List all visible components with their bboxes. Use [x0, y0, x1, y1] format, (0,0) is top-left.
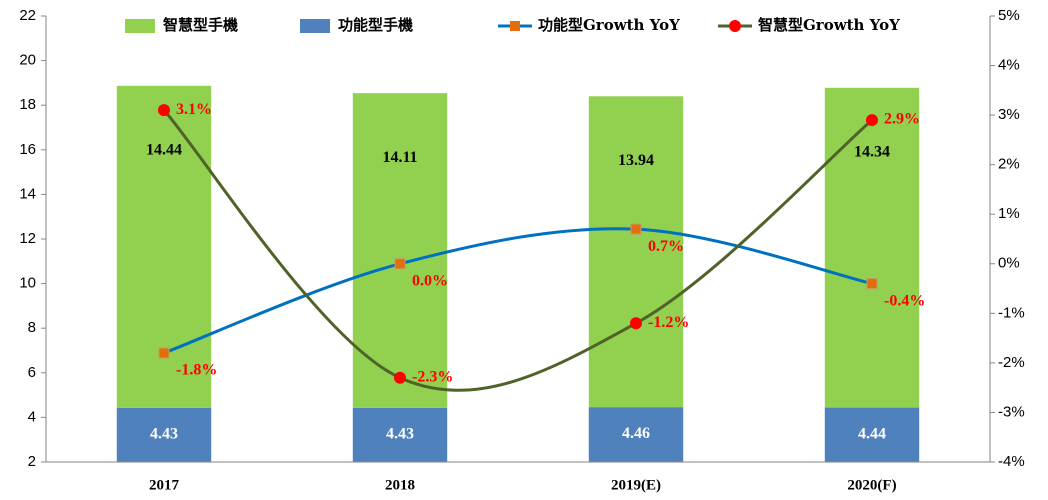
bar-layer [116, 85, 920, 462]
y-tick-label: 10 [19, 275, 36, 292]
y2-tick-label: 4% [998, 57, 1020, 74]
bar-value-label: 13.94 [618, 152, 654, 169]
marker [158, 104, 170, 117]
marker [158, 347, 170, 359]
line-value-label: -1.8% [176, 362, 217, 379]
legend-label: 智慧型手機 [163, 16, 238, 34]
x-tick-label: 2019(E) [611, 477, 661, 493]
y-tick-label: 2 [28, 453, 36, 470]
marker [394, 258, 406, 270]
y-tick-label: 18 [19, 96, 36, 113]
y2-tick-label: -4% [998, 453, 1025, 470]
y2-tick-label: 1% [998, 205, 1020, 222]
line-value-label: -2.3% [412, 368, 453, 385]
line [162, 109, 873, 392]
x-tick-label: 2020(F) [847, 477, 896, 493]
bar [824, 87, 920, 408]
line-value-label: 3.1% [176, 101, 212, 118]
bar [824, 407, 920, 462]
y-tick-label: 22 [19, 7, 36, 24]
line-value-label: -1.2% [648, 314, 689, 331]
bar-value-label: 4.46 [622, 425, 650, 442]
line [163, 227, 873, 355]
x-tick-label: 2017 [149, 477, 180, 493]
y2-tick-label: 3% [998, 106, 1020, 123]
y-tick-label: 12 [19, 230, 36, 247]
marker [630, 317, 642, 330]
bar [116, 407, 212, 462]
y2-tick-label: 5% [998, 7, 1020, 24]
bar-value-label: 14.44 [146, 141, 182, 158]
y2-tick-label: -3% [998, 403, 1025, 420]
y2-tick-label: -2% [998, 354, 1025, 371]
bar-value-label: 4.43 [386, 426, 414, 443]
bar-value-label: 4.44 [858, 425, 886, 442]
line-value-label: 0.7% [648, 238, 684, 255]
y2-tick-label: 2% [998, 156, 1020, 173]
line-value-label: 2.9% [884, 111, 920, 128]
legend-marker [510, 21, 520, 31]
y2-tick-label: -1% [998, 304, 1025, 321]
bar [588, 96, 684, 408]
bar [352, 93, 448, 408]
line-value-label: -0.4% [884, 292, 925, 309]
y-tick-label: 8 [28, 319, 36, 336]
line-value-label: 0.0% [412, 272, 448, 289]
bar-value-label: 4.43 [150, 426, 178, 443]
marker [630, 223, 642, 235]
legend-swatch [300, 19, 330, 33]
y-tick-label: 20 [19, 52, 36, 69]
legend-label: 功能型手機 [338, 16, 413, 34]
legend-label: 功能型Growth YoY [538, 16, 680, 34]
legend-swatch [125, 19, 155, 33]
marker [394, 371, 406, 384]
y-tick-label: 16 [19, 141, 36, 158]
bar-value-label: 14.34 [854, 143, 890, 160]
legend-label: 智慧型Growth YoY [758, 16, 900, 34]
y-tick-label: 4 [28, 408, 36, 425]
y-tick-label: 14 [19, 185, 36, 202]
legend-marker [729, 20, 741, 32]
marker [866, 114, 878, 127]
y2-tick-label: 0% [998, 255, 1020, 272]
x-tick-label: 2018 [385, 477, 415, 493]
bar-value-label: 14.11 [382, 149, 417, 166]
bar [116, 85, 212, 408]
y-tick-label: 6 [28, 364, 36, 381]
bar [588, 407, 684, 462]
marker [866, 278, 878, 290]
bar [352, 407, 448, 462]
